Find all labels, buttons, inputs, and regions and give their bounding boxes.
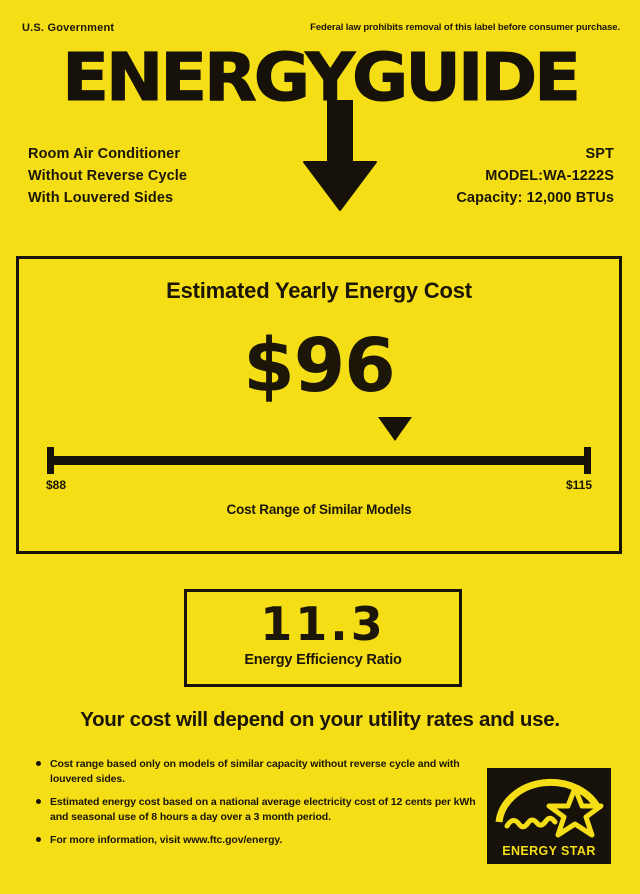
footnote-text: Estimated energy cost based on a nationa… (50, 796, 476, 823)
energy-efficiency-ratio-caption: Energy Efficiency Ratio (244, 652, 402, 668)
estimated-cost-box: Estimated Yearly Energy Cost $96 $88 $11… (16, 256, 622, 554)
header-row: U.S. Government Federal law prohibits re… (22, 22, 620, 34)
energy-efficiency-ratio-value: 11.3 (260, 597, 386, 651)
star-icon (495, 778, 604, 838)
down-arrow-icon (303, 100, 377, 211)
footnote-item: Estimated energy cost based on a nationa… (36, 795, 488, 825)
energyguide-wordmark-text: ENERGYGUIDE (62, 39, 582, 116)
product-type-line-1: Room Air Conditioner (28, 146, 181, 162)
footnote-text: Cost range based only on models of simil… (50, 758, 460, 785)
energyguide-wordmark: ENERGYGUIDE (0, 39, 640, 116)
estimated-cost-title: Estimated Yearly Energy Cost (166, 278, 472, 303)
federal-notice-text: Federal law prohibits removal of this la… (310, 22, 620, 33)
product-type: Room Air Conditioner Without Reverse Cyc… (28, 143, 187, 209)
bullet-icon (36, 837, 41, 842)
footnote-text: For more information, visit www.ftc.gov/… (50, 834, 283, 846)
footnote-item: For more information, visit www.ftc.gov/… (36, 833, 488, 848)
product-model: MODEL:WA-1222S (485, 168, 614, 184)
government-text: U.S. Government (22, 22, 115, 34)
estimated-cost-amount: $96 (243, 323, 395, 409)
product-type-line-3: With Louvered Sides (28, 190, 174, 206)
cost-range-scale: $88 $115 Cost Range of Similar Models (19, 417, 619, 517)
energy-star-logo: ENERGY STAR (487, 768, 611, 864)
cost-range-pointer-icon (378, 417, 413, 441)
energy-efficiency-ratio-box: 11.3 Energy Efficiency Ratio (184, 589, 462, 687)
footnotes-list: Cost range based only on models of simil… (36, 757, 488, 856)
scale-bar (47, 456, 591, 465)
energy-star-name: ENERGY STAR (502, 844, 596, 858)
bullet-icon (36, 761, 41, 766)
product-capacity: Capacity: 12,000 BTUs (456, 190, 614, 206)
bullet-icon (36, 799, 41, 804)
cost-range-min: $88 (46, 478, 67, 492)
tagline-text: Your cost will depend on your utility ra… (80, 708, 560, 731)
footnote-item: Cost range based only on models of simil… (36, 757, 488, 787)
product-identification: SPT MODEL:WA-1222S Capacity: 12,000 BTUs (456, 143, 614, 209)
cost-range-caption: Cost Range of Similar Models (226, 502, 412, 517)
product-type-line-2: Without Reverse Cycle (28, 168, 188, 184)
product-brand: SPT (585, 146, 614, 162)
cost-range-max: $115 (565, 478, 592, 492)
energy-star-artwork (489, 770, 609, 838)
